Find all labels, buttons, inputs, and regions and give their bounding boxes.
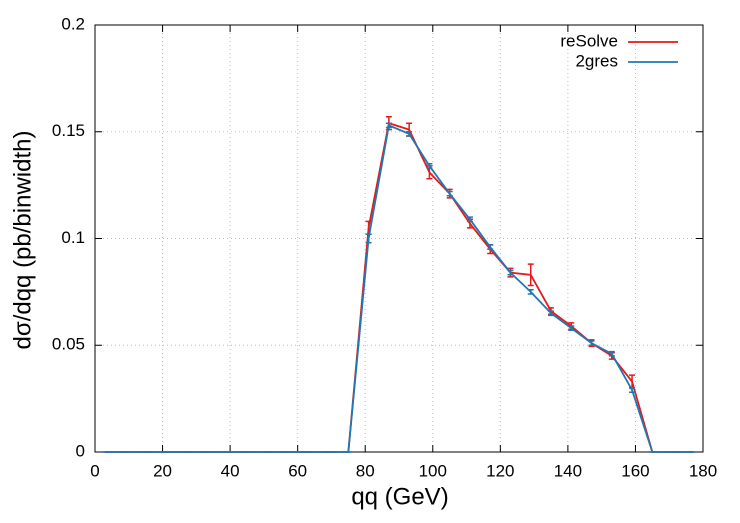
legend-label: reSolve bbox=[560, 31, 618, 50]
error-bar bbox=[629, 387, 636, 393]
error-bar bbox=[426, 163, 433, 169]
x-tick-label: 140 bbox=[554, 461, 582, 480]
error-bar bbox=[608, 350, 615, 357]
legend-label: 2gres bbox=[575, 51, 618, 70]
error-bar bbox=[365, 233, 372, 244]
series-line bbox=[105, 122, 693, 453]
error-bar bbox=[446, 190, 453, 197]
x-tick-label: 100 bbox=[419, 461, 447, 480]
error-bar bbox=[487, 244, 494, 250]
error-bar bbox=[527, 263, 534, 287]
error-bar bbox=[507, 269, 514, 276]
x-tick-label: 180 bbox=[689, 461, 717, 480]
error-bar bbox=[588, 340, 595, 346]
error-bar bbox=[466, 216, 473, 223]
plot-frame bbox=[94, 24, 704, 453]
error-bar bbox=[568, 325, 575, 332]
error-bar bbox=[527, 288, 534, 295]
y-axis-label: dσ/dqq (pb/binwidth) bbox=[9, 131, 36, 350]
y-tick-label: 0 bbox=[76, 441, 85, 460]
x-tick-label: 120 bbox=[486, 461, 514, 480]
x-tick-label: 40 bbox=[221, 461, 240, 480]
y-tick-label: 0.2 bbox=[61, 14, 85, 33]
x-tick-label: 160 bbox=[621, 461, 649, 480]
series-line bbox=[105, 124, 693, 453]
error-bar bbox=[406, 131, 413, 137]
x-tick-label: 0 bbox=[90, 461, 99, 480]
x-tick-label: 80 bbox=[356, 461, 375, 480]
y-tick-label: 0.1 bbox=[61, 228, 85, 247]
error-bar bbox=[385, 122, 392, 129]
error-bar bbox=[548, 310, 554, 317]
x-tick-label: 60 bbox=[288, 461, 307, 480]
y-tick-label: 0.15 bbox=[52, 121, 85, 140]
y-tick-label: 0.05 bbox=[52, 335, 85, 354]
x-axis-label: qq (GeV) bbox=[351, 483, 448, 510]
x-tick-label: 20 bbox=[153, 461, 172, 480]
